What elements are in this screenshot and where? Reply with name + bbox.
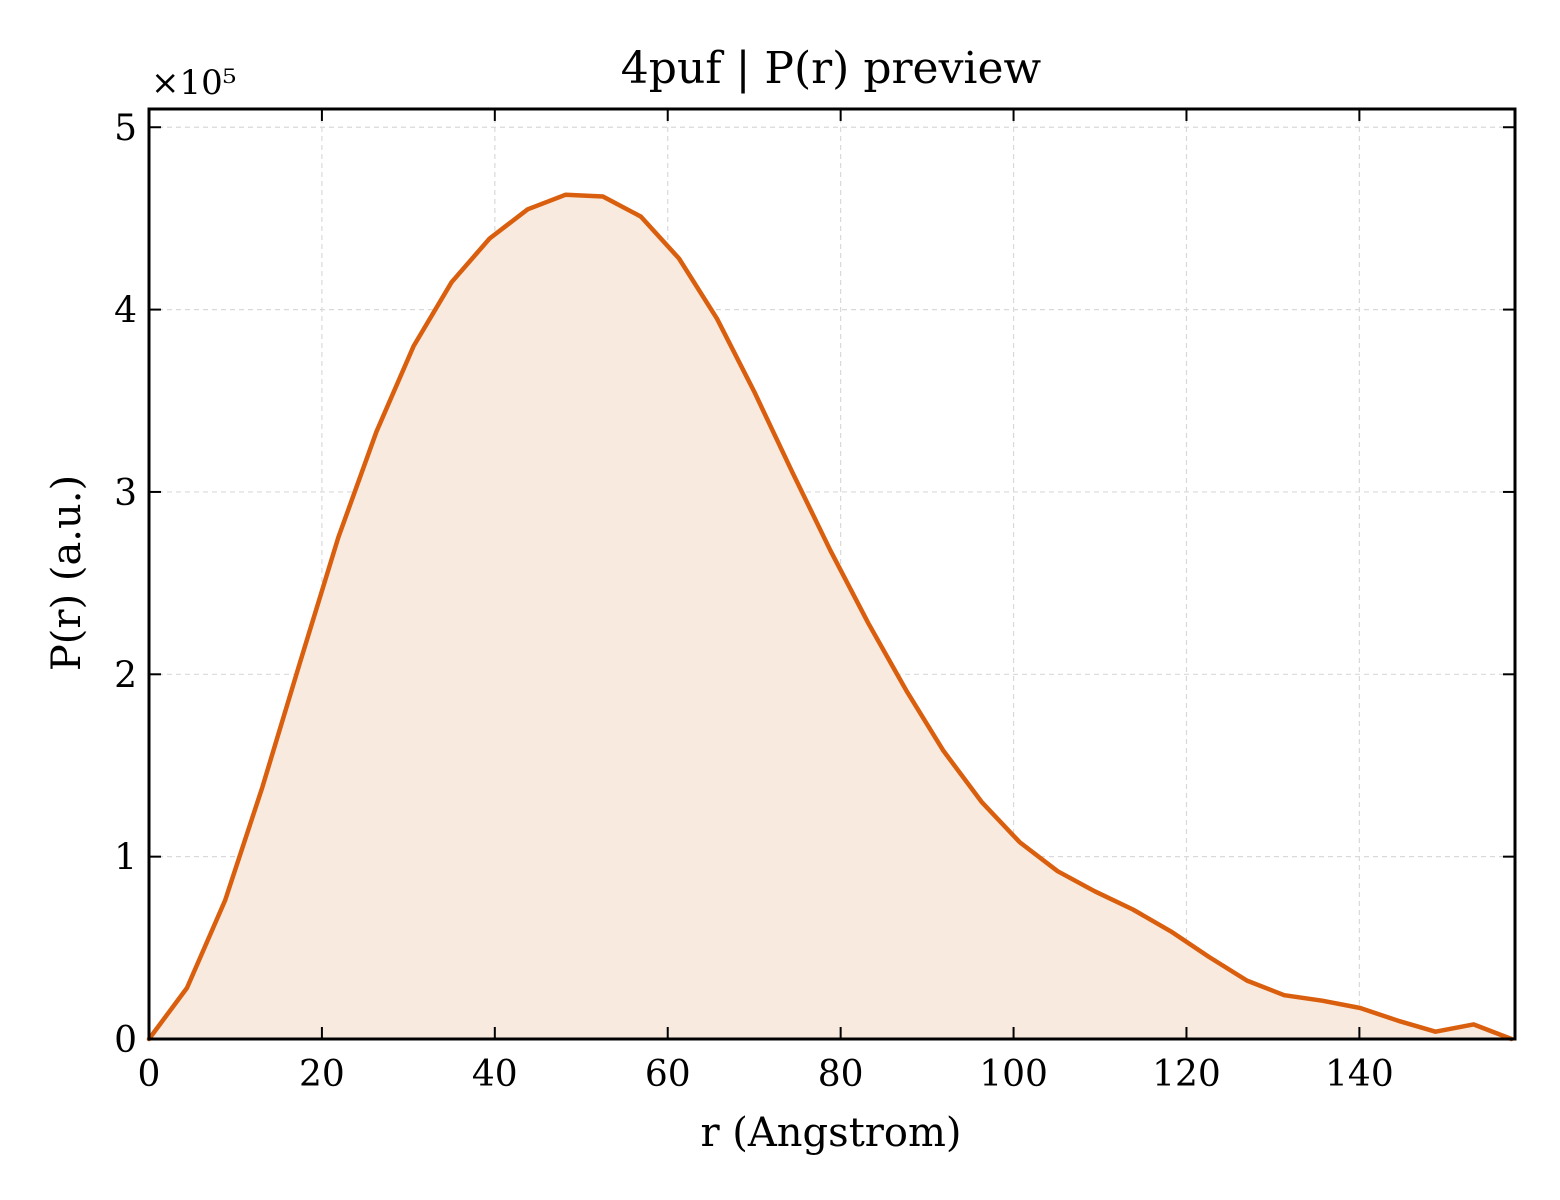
y-scale-multiplier: ×10⁵ [151,63,236,103]
ticks-layer: 0 20 40 60 80 100 120 140 0 1 2 3 4 5 [114,108,1515,1095]
plot-frame [147,107,1517,1041]
y-tick-label: 4 [114,291,137,332]
x-axis-label: r (Angstrom) [700,1110,961,1156]
series-line-layer [146,192,1514,1042]
chart-title: 4puf | P(r) preview [621,43,1042,94]
x-tick-label: 40 [472,1054,518,1095]
y-tick-label: 1 [114,838,137,879]
x-tick-label: 140 [1325,1054,1394,1095]
x-tick-label: 0 [138,1054,161,1095]
y-tick-label: 3 [114,473,137,514]
y-tick-label: 2 [114,655,137,696]
y-tick-label: 0 [114,1020,137,1061]
y-axis-label: P(r) (a.u.) [44,475,90,671]
x-tick-label: 60 [645,1054,691,1095]
series-line [146,192,1514,1042]
x-tick-label: 20 [299,1054,345,1095]
x-tick-label: 100 [979,1054,1048,1095]
x-tick-label: 80 [818,1054,864,1095]
x-tick-label: 120 [1152,1054,1221,1095]
area-fill [149,194,1512,1039]
y-tick-label: 5 [114,108,137,149]
